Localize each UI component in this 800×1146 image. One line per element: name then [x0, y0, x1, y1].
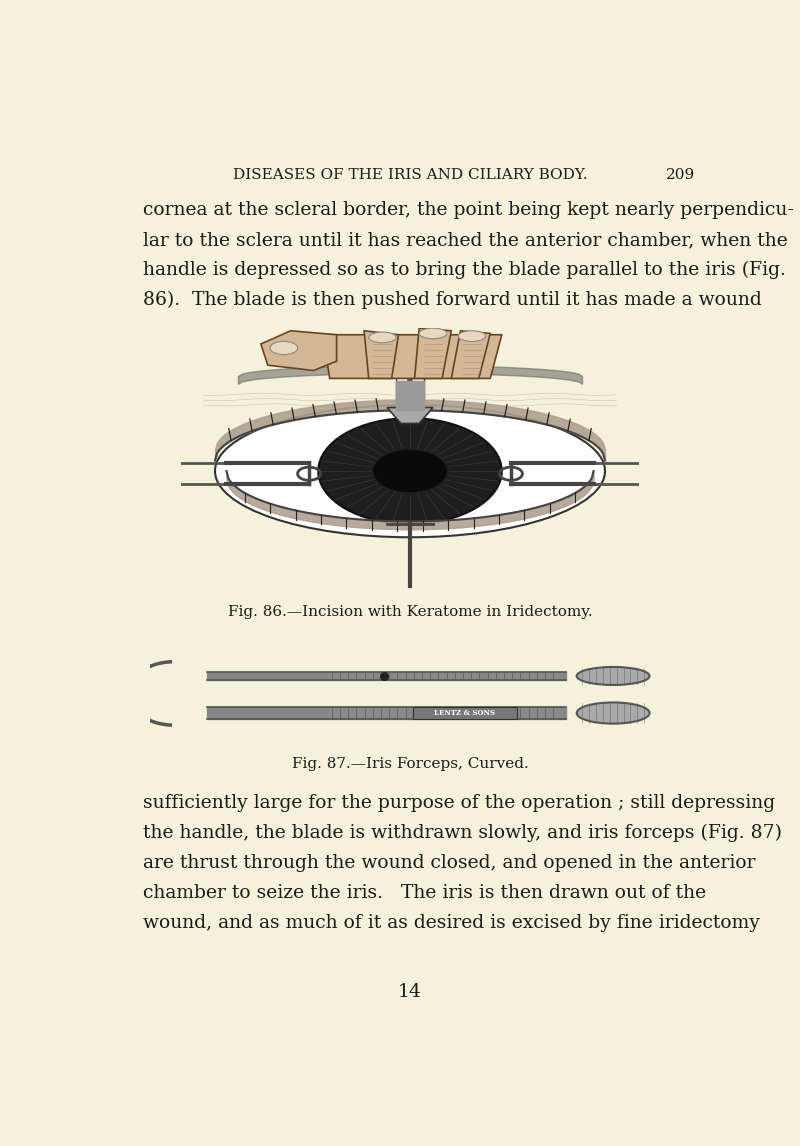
Text: chamber to seize the iris.   The iris is then drawn out of the: chamber to seize the iris. The iris is t…: [143, 884, 706, 902]
Ellipse shape: [270, 342, 298, 354]
Ellipse shape: [458, 331, 486, 342]
Text: sufficiently large for the purpose of the operation ; still depressing: sufficiently large for the purpose of th…: [143, 794, 775, 813]
Text: wound, and as much of it as desired is excised by fine iridectomy: wound, and as much of it as desired is e…: [143, 915, 760, 932]
Text: handle is depressed so as to bring the blade parallel to the iris (Fig.: handle is depressed so as to bring the b…: [143, 261, 786, 280]
Polygon shape: [451, 331, 490, 378]
Ellipse shape: [369, 332, 396, 343]
Text: lar to the sclera until it has reached the anterior chamber, when the: lar to the sclera until it has reached t…: [143, 231, 788, 249]
Text: 209: 209: [666, 168, 695, 182]
Text: LENTZ & SONS: LENTZ & SONS: [434, 709, 495, 717]
Text: 14: 14: [398, 982, 422, 1000]
Text: cornea at the scleral border, the point being kept nearly perpendicu-: cornea at the scleral border, the point …: [143, 201, 794, 219]
Circle shape: [318, 418, 502, 524]
Polygon shape: [387, 408, 433, 423]
Text: the handle, the blade is withdrawn slowly, and iris forceps (Fig. 87): the handle, the blade is withdrawn slowl…: [143, 824, 782, 842]
Ellipse shape: [215, 405, 605, 537]
Text: Fig. 86.—Incision with Keratome in Iridectomy.: Fig. 86.—Incision with Keratome in Iride…: [228, 605, 592, 619]
Polygon shape: [414, 328, 451, 378]
Text: 86).  The blade is then pushed forward until it has made a wound: 86). The blade is then pushed forward un…: [143, 291, 762, 309]
Ellipse shape: [577, 667, 650, 685]
Text: DISEASES OF THE IRIS AND CILIARY BODY.: DISEASES OF THE IRIS AND CILIARY BODY.: [233, 168, 587, 182]
Ellipse shape: [419, 328, 446, 339]
Polygon shape: [323, 335, 502, 378]
Text: Fig. 87.—Iris Forceps, Curved.: Fig. 87.—Iris Forceps, Curved.: [292, 758, 528, 771]
Text: are thrust through the wound closed, and opened in the anterior: are thrust through the wound closed, and…: [143, 854, 756, 872]
Circle shape: [374, 450, 446, 493]
Polygon shape: [261, 331, 337, 370]
Ellipse shape: [577, 702, 650, 723]
Polygon shape: [364, 331, 398, 378]
FancyBboxPatch shape: [413, 707, 517, 720]
